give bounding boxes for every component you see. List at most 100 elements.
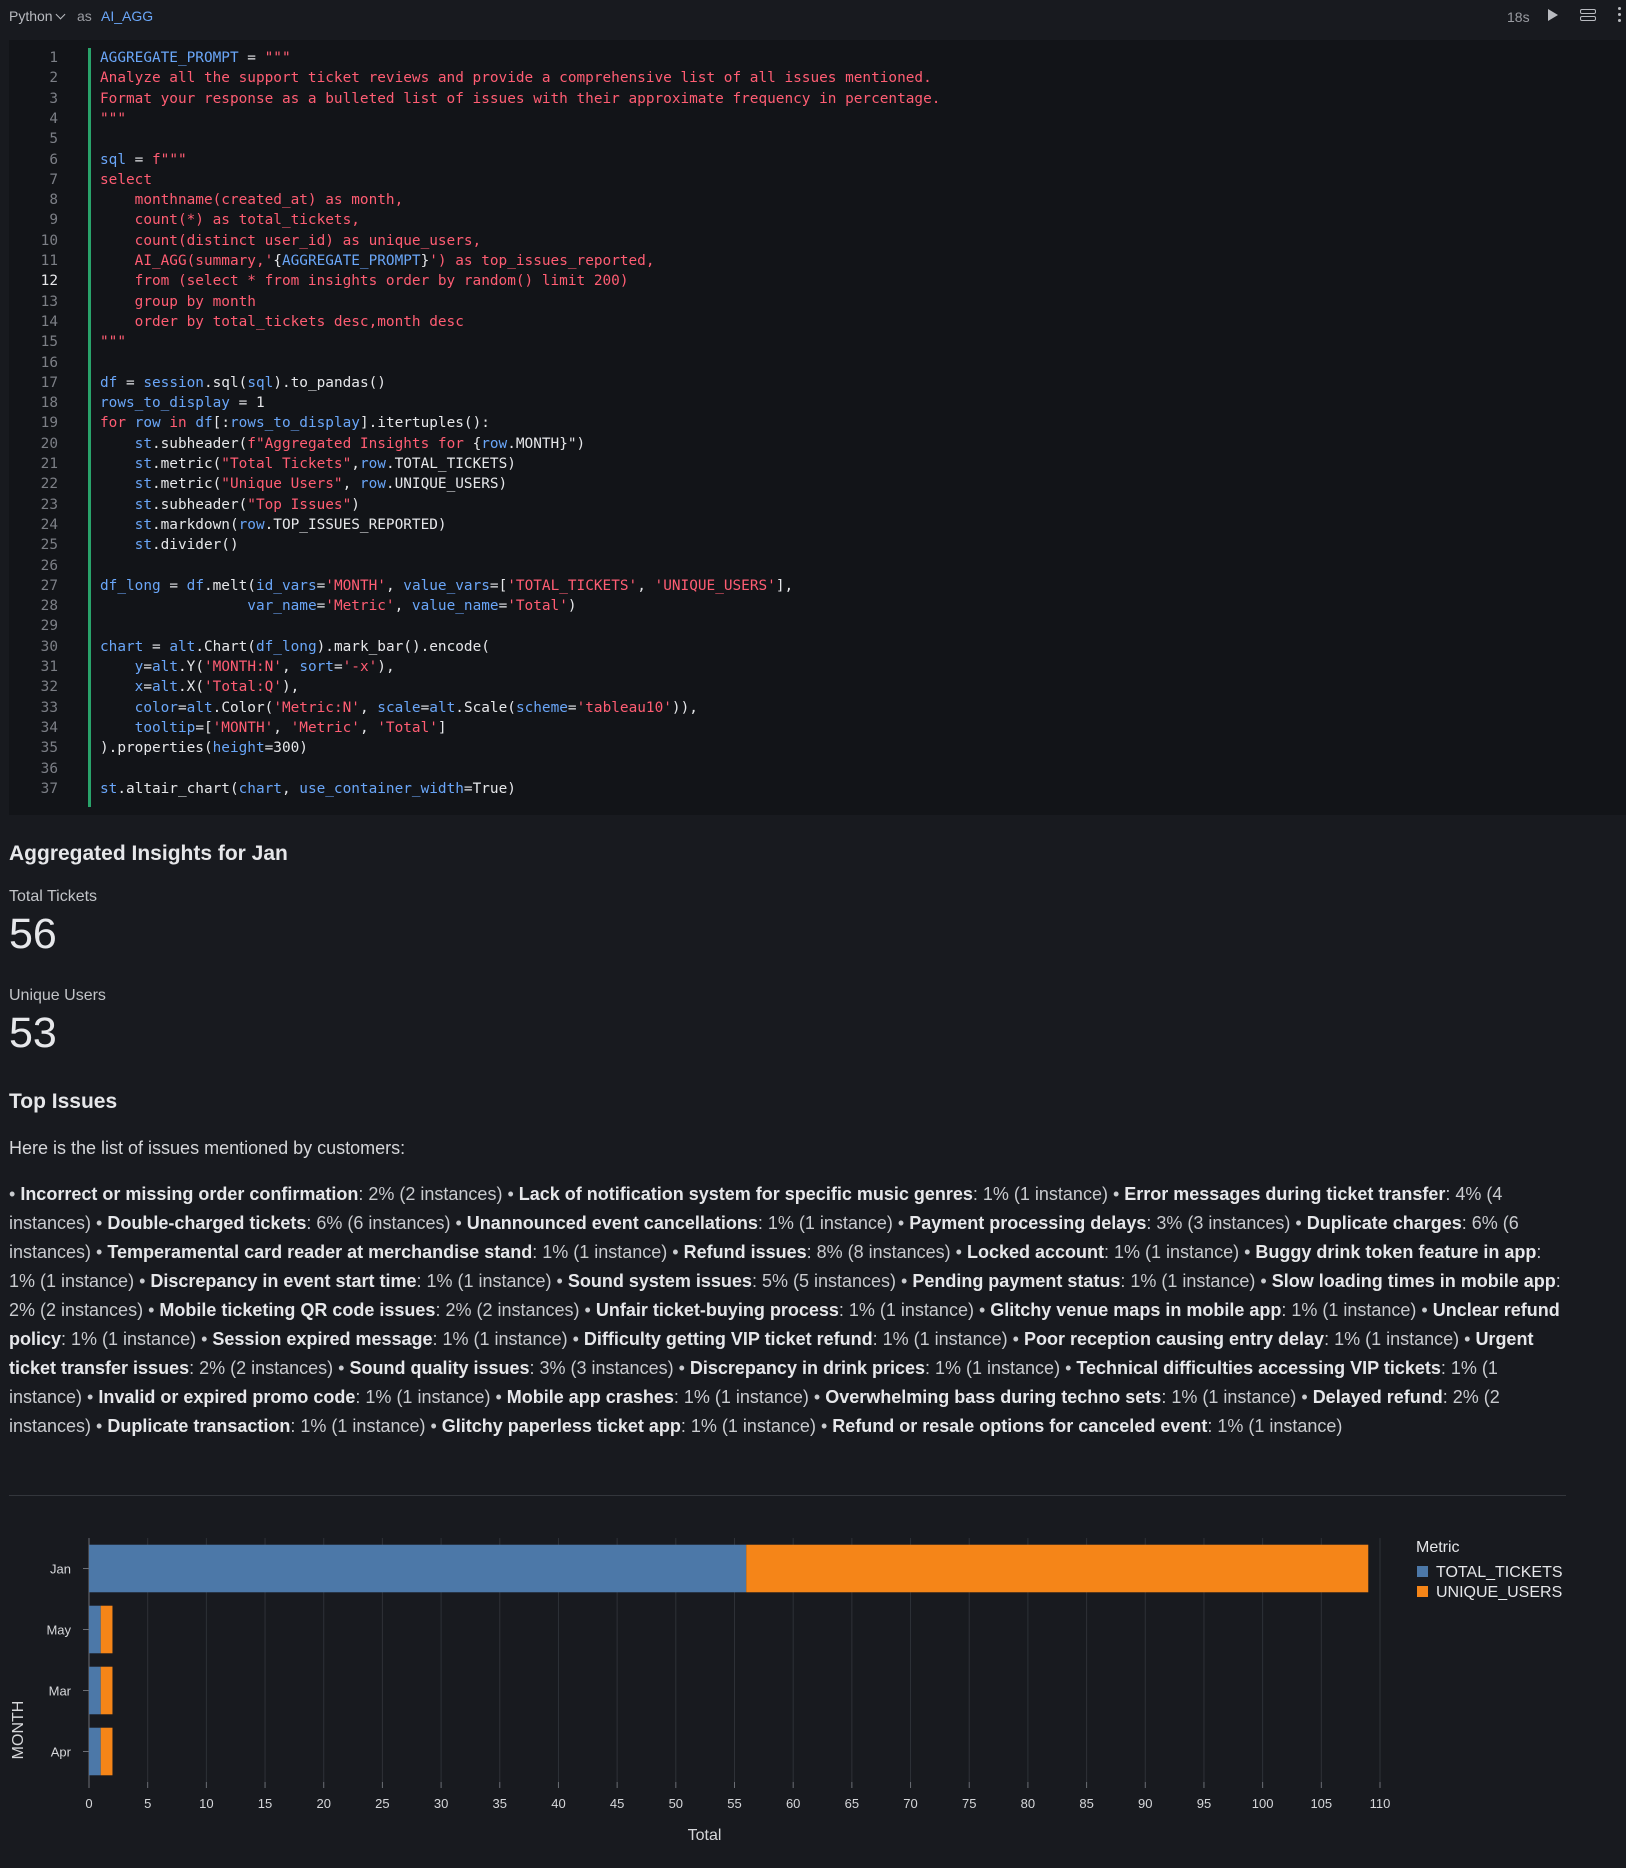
code-line[interactable]: 25 st.divider() <box>9 535 1609 555</box>
code-line[interactable]: 23 st.subheader("Top Issues") <box>9 495 1609 515</box>
issue-name: Unclear refund policy <box>9 1300 1560 1349</box>
metric-label-total-tickets: Total Tickets <box>9 888 98 905</box>
issue-name: Temperamental card reader at merchandise… <box>107 1242 533 1262</box>
issue-frequency: : 1% (1 instance) <box>9 1242 1542 1291</box>
issue-frequency: : 3% (3 instances) <box>529 1358 674 1378</box>
code-line[interactable]: 4 """ <box>9 109 1609 129</box>
code-line[interactable]: 36 <box>9 759 1609 779</box>
play-icon[interactable] <box>1548 9 1558 21</box>
metric-label-unique-users: Unique Users <box>9 987 106 1004</box>
line-number: 10 <box>40 232 58 249</box>
code-line[interactable]: 1 AGGREGATE_PROMPT = """ <box>9 48 1609 68</box>
x-tick-label: 0 <box>85 1796 92 1811</box>
issue-item: • Pending payment status: 1% (1 instance… <box>896 1271 1256 1291</box>
issue-frequency: : 2% (2 instances) <box>9 1387 1500 1436</box>
issue-name: Duplicate charges <box>1306 1213 1462 1233</box>
issue-name: Discrepancy in event start time <box>150 1271 417 1291</box>
line-number: 11 <box>40 253 58 269</box>
issue-name: Technical difficulties accessing VIP tic… <box>1076 1358 1441 1378</box>
code-line[interactable]: 12 from (select * from insights order by… <box>9 271 1609 291</box>
code-line[interactable]: 22 st.metric("Unique Users", row.UNIQUE_… <box>9 474 1609 494</box>
code-text: from (select * from insights order by ra… <box>100 273 629 290</box>
issue-name: Invalid or expired promo code <box>98 1387 356 1407</box>
code-line[interactable]: 30 chart = alt.Chart(df_long).mark_bar().… <box>9 637 1609 657</box>
code-line[interactable]: 19 for row in df[:rows_to_display].itertu… <box>9 413 1609 433</box>
code-line[interactable]: 16 <box>9 353 1609 373</box>
code-line[interactable]: 15 """ <box>9 332 1609 352</box>
code-line[interactable]: 11 AI_AGG(summary,'{AGGREGATE_PROMPT}') … <box>9 251 1609 271</box>
code-line[interactable]: 24 st.markdown(row.TOP_ISSUES_REPORTED) <box>9 515 1609 535</box>
issue-frequency: : 1% (1 instance) <box>838 1300 974 1320</box>
code-line[interactable]: 21 st.metric("Total Tickets",row.TOTAL_T… <box>9 454 1609 474</box>
code-line[interactable]: 33 color=alt.Color('Metric:N', scale=alt… <box>9 698 1609 718</box>
language-selector[interactable]: Python <box>9 8 66 24</box>
code-line[interactable]: 31 y=alt.Y('MONTH:N', sort='-x'), <box>9 657 1609 677</box>
code-line[interactable]: 7 select <box>9 170 1609 190</box>
issue-item: • Incorrect or missing order confirmatio… <box>9 1184 503 1204</box>
code-line[interactable]: 3 Format your response as a bulleted list… <box>9 89 1609 109</box>
code-line[interactable]: 32 x=alt.X('Total:Q'), <box>9 677 1609 697</box>
code-line[interactable]: 28 var_name='Metric', value_name='Total'… <box>9 596 1609 616</box>
line-number: 5 <box>49 131 58 148</box>
issue-frequency: : 1% (1 instance) <box>290 1416 426 1436</box>
code-line[interactable]: 14 order by total_tickets desc,month des… <box>9 312 1609 332</box>
bar-total-tickets <box>89 1727 101 1776</box>
issue-item: • Invalid or expired promo code: 1% (1 i… <box>82 1387 491 1407</box>
code-line[interactable]: 34 tooltip=['MONTH', 'Metric', 'Total'] <box>9 718 1609 738</box>
code-text: st.divider() <box>134 537 239 554</box>
layout-icon[interactable] <box>1580 9 1596 23</box>
legend-swatch <box>1417 1586 1428 1597</box>
code-text: Format your response as a bulleted list … <box>100 90 941 107</box>
issue-name: Glitchy paperless ticket app <box>441 1416 681 1436</box>
issue-name: Poor reception causing entry delay <box>1023 1329 1325 1349</box>
issue-frequency: : 3% (3 instances) <box>1146 1213 1291 1233</box>
line-number: 15 <box>40 334 58 351</box>
code-line[interactable]: 10 count(distinct user_id) as unique_use… <box>9 231 1609 251</box>
line-number: 4 <box>49 110 58 127</box>
issue-item: • Mobile app crashes: 1% (1 instance) <box>490 1387 809 1407</box>
x-axis-title: Total <box>688 1827 722 1844</box>
issue-frequency: : 1% (1 instance) <box>416 1271 552 1291</box>
issue-item: • Delayed refund: 2% (2 instances) <box>9 1387 1500 1436</box>
issue-item: • Sound system issues: 5% (5 instances) <box>551 1271 896 1291</box>
issue-name: Session expired message <box>212 1329 433 1349</box>
issue-frequency: : 1% (1 instance) <box>432 1329 568 1349</box>
more-options-icon[interactable] <box>1618 7 1622 25</box>
issue-item: • Poor reception causing entry delay: 1%… <box>1007 1329 1460 1349</box>
cell-name[interactable]: AI_AGG <box>101 8 154 24</box>
code-line[interactable]: 18 rows_to_display = 1 <box>9 393 1609 413</box>
issue-name: Unannounced event cancellations <box>466 1213 758 1233</box>
code-editor[interactable]: 1 AGGREGATE_PROMPT = """ 2 Analyze all the … <box>9 40 1626 815</box>
code-text: st.metric("Total Tickets",row.TOTAL_TICK… <box>134 456 516 472</box>
issue-name: Overwhelming bass during techno sets <box>825 1387 1162 1407</box>
code-line[interactable]: 17 df = session.sql(sql).to_pandas() <box>9 373 1609 393</box>
x-tick-label: 15 <box>258 1796 272 1811</box>
code-line[interactable]: 5 <box>9 129 1609 149</box>
cell-run-indicator <box>88 48 91 807</box>
bar-chart[interactable]: 0 5 10 15 20 25 30 35 40 45 50 55 60 65 70 75 80 85 90 95 10… <box>0 1500 1626 1868</box>
issue-item: • Lack of notification system for specif… <box>502 1184 1108 1204</box>
code-line[interactable]: 9 count(*) as total_tickets, <box>9 210 1609 230</box>
code-line[interactable]: 26 <box>9 556 1609 576</box>
code-text: st.subheader("Top Issues") <box>134 496 360 513</box>
code-line[interactable]: 27 df_long = df.melt(id_vars='MONTH', val… <box>9 576 1609 596</box>
code-text: st.subheader(f"Aggregated Insights for {… <box>134 435 586 452</box>
line-number: 23 <box>40 496 58 513</box>
line-number: 33 <box>40 699 58 716</box>
code-line[interactable]: 6 sql = f""" <box>9 150 1609 170</box>
issue-item: • Overwhelming bass during techno sets: … <box>808 1387 1297 1407</box>
code-line[interactable]: 37 st.altair_chart(chart, use_container_w… <box>9 779 1609 799</box>
issue-name: Pending payment status <box>912 1271 1121 1291</box>
code-line[interactable]: 2 Analyze all the support ticket reviews … <box>9 68 1609 88</box>
code-line[interactable]: 29 <box>9 616 1609 636</box>
top-issues-list: • Incorrect or missing order confirmatio… <box>9 1180 1569 1441</box>
code-line[interactable]: 8 monthname(created_at) as month, <box>9 190 1609 210</box>
line-number: 21 <box>40 456 58 472</box>
code-line[interactable]: 13 group by month <box>9 292 1609 312</box>
issue-frequency: : 4% (4 instances) <box>9 1184 1503 1233</box>
issue-frequency: : 1% (1 instance) <box>972 1184 1108 1204</box>
code-line[interactable]: 20 st.subheader(f"Aggregated Insights fo… <box>9 434 1609 454</box>
issue-item: • Mobile ticketing QR code issues: 2% (2… <box>143 1300 580 1320</box>
code-text: group by month <box>100 293 256 310</box>
code-line[interactable]: 35).properties(height=300) <box>9 738 1609 758</box>
